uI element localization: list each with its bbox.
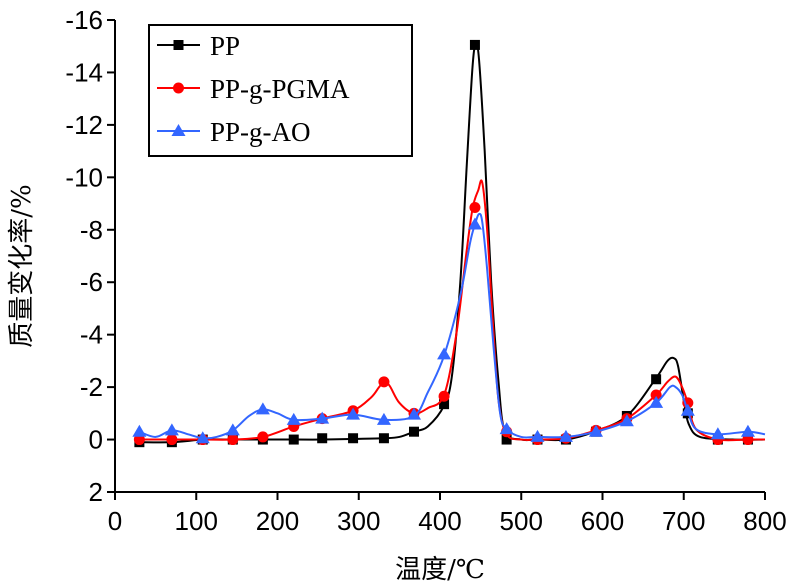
data-point: [164, 423, 179, 436]
data-point: [650, 389, 662, 401]
data-point: [132, 424, 147, 437]
data-point: [286, 412, 301, 425]
x-tick-label: 500: [500, 506, 543, 536]
legend-label: PP-g-PGMA: [210, 74, 350, 104]
data-point: [225, 423, 240, 436]
x-tick-label: 600: [581, 506, 624, 536]
data-point: [469, 39, 480, 50]
series-line: [139, 43, 766, 444]
y-tick-label: 0: [89, 425, 103, 455]
data-point: [438, 390, 450, 402]
x-tick-label: 100: [175, 506, 218, 536]
data-point: [315, 411, 330, 424]
data-point: [257, 431, 269, 443]
data-point: [346, 407, 361, 420]
data-point: [651, 374, 662, 385]
legend-marker: [173, 82, 184, 94]
legend-marker: [173, 40, 184, 50]
x-tick-label: 300: [337, 506, 380, 536]
data-point: [530, 429, 545, 442]
legend-entry: PP-g-AO: [157, 117, 311, 147]
data-point: [742, 434, 754, 446]
y-tick-label: -2: [80, 372, 103, 402]
data-point: [166, 434, 178, 446]
x-axis-ticks: 0 100 200 300 400 500 600 700 800: [108, 492, 787, 536]
y-tick-label: -14: [65, 57, 103, 87]
data-point: [740, 424, 755, 437]
legend-marker: [171, 124, 186, 136]
data-point: [317, 433, 328, 444]
y-tick-label: -8: [80, 215, 103, 245]
data-point: [378, 376, 390, 388]
data-point: [409, 426, 419, 437]
x-tick-label: 700: [662, 506, 705, 536]
x-axis-title: 温度/℃: [395, 555, 485, 585]
y-tick-label: -16: [65, 5, 103, 35]
y-tick-label: -4: [80, 320, 103, 350]
data-point: [407, 407, 421, 420]
data-point: [710, 427, 725, 440]
data-point: [439, 399, 450, 410]
data-point: [649, 395, 664, 408]
y-tick-label: -6: [80, 267, 103, 297]
legend-entry: PP-g-PGMA: [157, 74, 350, 104]
legend-entry: PP: [157, 31, 240, 61]
x-tick-label: 800: [743, 506, 786, 536]
data-point: [499, 422, 514, 435]
series-layer: [132, 39, 766, 448]
data-point: [195, 431, 210, 444]
data-point: [133, 434, 145, 446]
series-line: [139, 212, 766, 440]
data-point: [376, 412, 391, 425]
x-tick-label: 0: [108, 506, 122, 536]
data-point: [378, 433, 389, 444]
data-point: [348, 433, 359, 444]
series-pp-g-pgma: [133, 179, 765, 446]
data-point: [619, 414, 634, 427]
y-axis-title: 质量变化率/%: [7, 184, 37, 347]
data-point: [558, 429, 573, 442]
data-point: [437, 347, 452, 360]
legend-label: PP: [210, 31, 240, 61]
data-point: [227, 434, 239, 446]
x-tick-label: 400: [418, 506, 461, 536]
data-point: [501, 434, 512, 445]
y-axis-ticks: 2 0 -2 -4 -6 -8 -10 -12 -14 -16: [65, 5, 115, 507]
data-point: [255, 402, 270, 415]
data-point: [467, 217, 482, 230]
x-tick-label: 200: [256, 506, 299, 536]
legend: PP PP-g-PGMA PP-g-AO: [148, 24, 413, 157]
data-point: [469, 201, 481, 213]
legend-box: [148, 24, 413, 157]
y-tick-label: 2: [89, 477, 103, 507]
data-point: [589, 424, 603, 437]
y-tick-label: -10: [65, 162, 103, 192]
y-tick-label: -12: [65, 110, 103, 140]
series-pp-g-ao: [132, 212, 766, 444]
data-point: [680, 403, 695, 416]
legend-label: PP-g-AO: [210, 117, 311, 147]
data-point: [288, 434, 299, 445]
series-line: [139, 179, 765, 442]
